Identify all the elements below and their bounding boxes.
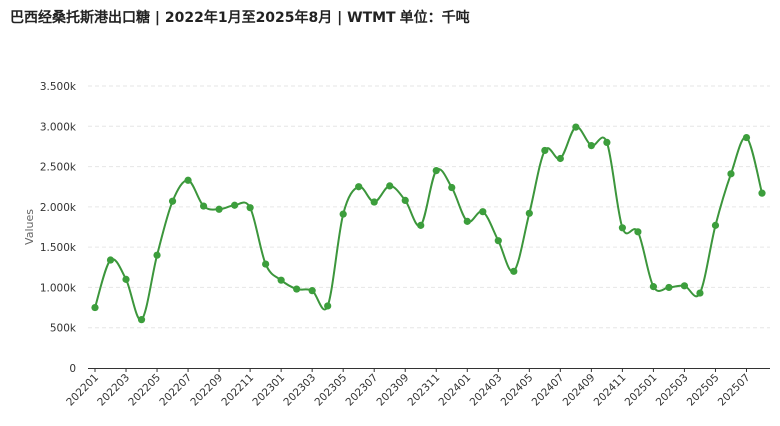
data-point[interactable] [417, 221, 425, 229]
data-point[interactable] [634, 228, 642, 236]
data-point[interactable] [448, 183, 456, 192]
x-tick-label: 202207 [157, 372, 194, 409]
y-tick-label: 500k [50, 323, 77, 335]
data-point[interactable] [696, 289, 704, 297]
x-tick-label: 202211 [219, 372, 256, 409]
x-tick-label: 202307 [343, 372, 380, 409]
data-point[interactable] [649, 283, 658, 291]
data-point[interactable] [432, 167, 440, 175]
y-tick-label: 1.000k [40, 282, 77, 294]
data-point[interactable] [199, 202, 208, 210]
x-tick-label: 202411 [592, 372, 629, 409]
x-tick-label: 202409 [561, 372, 598, 409]
y-tick-label: 3.000k [40, 121, 77, 133]
data-point[interactable] [603, 138, 611, 146]
data-point[interactable] [355, 183, 363, 191]
data-point[interactable] [324, 302, 332, 310]
data-point[interactable] [680, 282, 689, 290]
data-point[interactable] [339, 210, 347, 218]
chart-title-main: 巴西经桑托斯港出口糖 | 2022年1月至2025年8月 | WTMT [10, 10, 396, 26]
axes [88, 368, 770, 372]
data-point[interactable] [401, 196, 409, 205]
data-point[interactable] [386, 182, 394, 190]
data-point[interactable] [91, 303, 99, 312]
data-point[interactable] [510, 267, 518, 275]
data-point[interactable] [727, 170, 735, 178]
tick-labels: 0 500k 1.000k 1.500k 2.000k 2.500k 3.000k 3.500… [23, 81, 753, 408]
data-point[interactable] [618, 224, 626, 232]
data-point[interactable] [106, 256, 115, 264]
y-tick-label: 2.000k [40, 202, 77, 214]
data-point[interactable] [370, 198, 378, 206]
data-point[interactable] [494, 237, 502, 245]
data-point[interactable] [541, 146, 549, 155]
chart-title-unit: 单位：千吨 [399, 10, 470, 26]
x-tick-label: 202501 [623, 372, 660, 409]
y-tick-label: 0 [69, 363, 76, 375]
y-tick-label: 3.500k [40, 81, 77, 93]
marker-layer [91, 123, 766, 324]
data-point[interactable] [293, 285, 301, 293]
data-point[interactable] [137, 316, 146, 324]
data-point[interactable] [665, 283, 673, 292]
data-point[interactable] [742, 133, 751, 142]
x-tick-label: 202303 [281, 372, 318, 409]
x-tick-label: 202311 [406, 372, 443, 409]
data-point[interactable] [153, 251, 161, 259]
x-tick-label: 202301 [250, 372, 287, 409]
data-point[interactable] [246, 204, 254, 212]
data-point[interactable] [463, 217, 471, 225]
x-tick-label: 202505 [685, 372, 722, 409]
data-point[interactable] [122, 275, 130, 283]
x-tick-label: 202305 [312, 372, 349, 409]
data-point[interactable] [184, 176, 192, 184]
data-point[interactable] [572, 123, 580, 131]
x-tick-label: 202503 [654, 372, 691, 409]
data-point[interactable] [215, 205, 223, 213]
data-point[interactable] [262, 260, 270, 268]
chart-title: 巴西经桑托斯港出口糖 | 2022年1月至2025年8月 | WTMT 单位：千吨 [10, 7, 470, 27]
y-tick-label: 2.500k [40, 162, 77, 174]
x-tick-label: 202405 [499, 372, 536, 409]
data-point[interactable] [711, 221, 720, 229]
grid-lines [88, 85, 770, 329]
x-tick-label: 202309 [375, 372, 412, 409]
x-tick-label: 202201 [64, 372, 101, 409]
x-tick-label: 202209 [188, 372, 225, 409]
data-point[interactable] [587, 142, 595, 150]
data-point[interactable] [758, 189, 766, 197]
x-tick-label: 202401 [437, 372, 474, 409]
series-line [94, 126, 763, 321]
y-axis-title: Values [23, 209, 36, 245]
data-point[interactable] [168, 197, 177, 205]
data-point[interactable] [231, 201, 239, 209]
x-tick-label: 202507 [716, 372, 753, 409]
x-tick-label: 202403 [468, 372, 505, 409]
series-layer [94, 126, 763, 321]
x-tick-label: 202205 [126, 372, 163, 409]
data-point[interactable] [308, 287, 316, 295]
x-tick-label: 202203 [95, 372, 132, 409]
y-tick-label: 1.500k [40, 242, 77, 254]
x-tick-label: 202407 [530, 372, 567, 409]
data-point[interactable] [525, 209, 533, 217]
data-point[interactable] [277, 276, 285, 284]
data-point[interactable] [556, 154, 564, 163]
data-point[interactable] [479, 208, 487, 216]
